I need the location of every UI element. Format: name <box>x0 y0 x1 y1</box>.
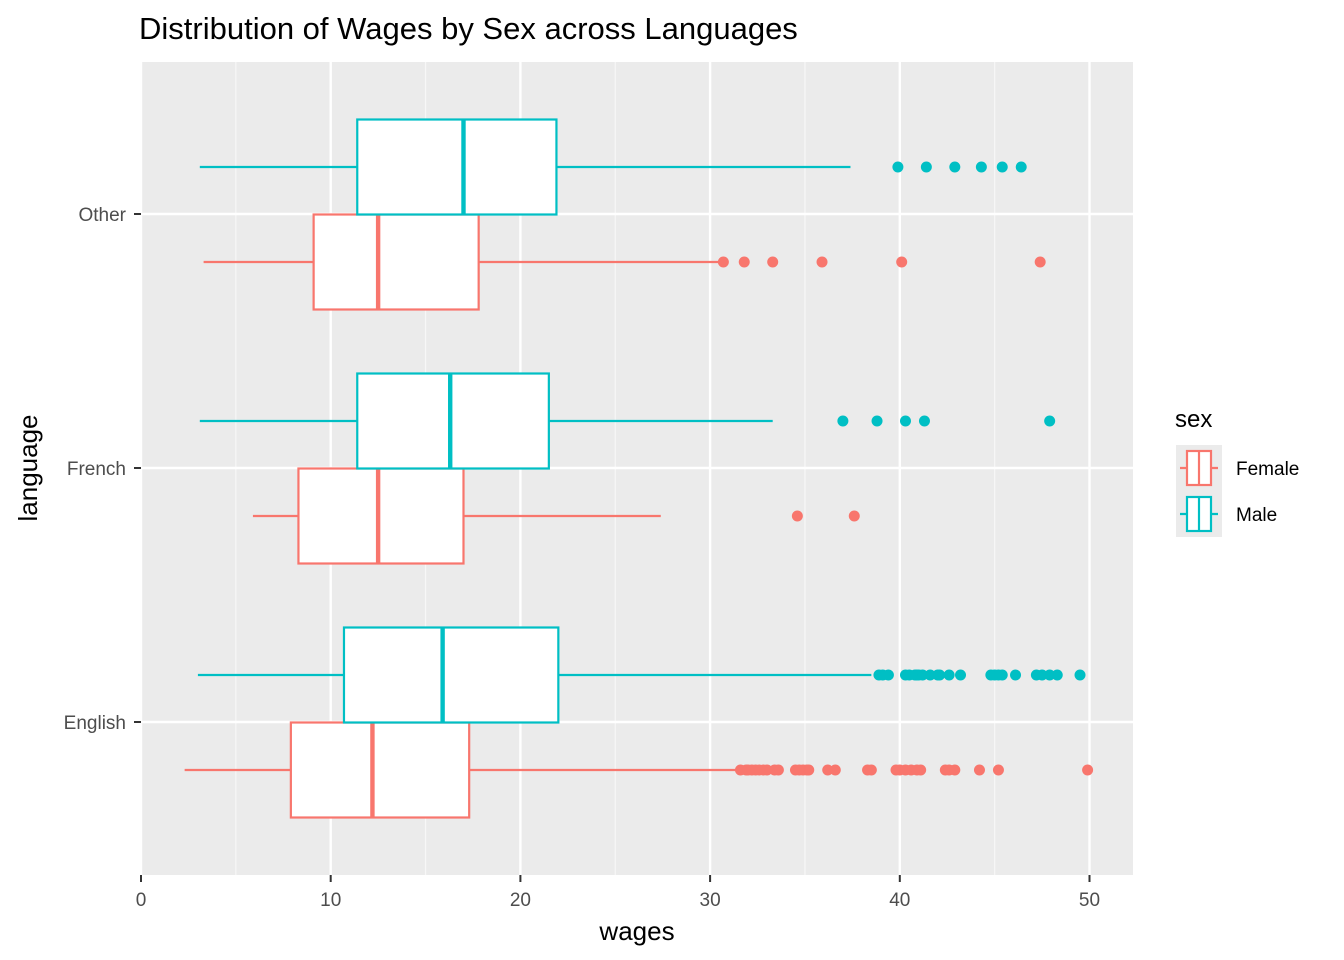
outlier-point <box>917 669 929 681</box>
x-tick-label: 10 <box>320 890 341 911</box>
x-tick-label: 0 <box>136 890 147 911</box>
outlier-point <box>738 256 750 268</box>
outlier-point <box>949 161 961 173</box>
outlier-point <box>767 256 779 268</box>
outlier-point <box>975 161 987 173</box>
outlier-point <box>816 256 828 268</box>
legend-key-female: Female <box>1176 445 1299 491</box>
legend-title: sex <box>1175 406 1212 433</box>
outlier-point <box>915 764 927 776</box>
outlier-point <box>822 764 834 776</box>
outlier-point <box>955 669 967 681</box>
outlier-point <box>1051 669 1063 681</box>
outlier-point <box>1015 161 1027 173</box>
outlier-point <box>1036 669 1048 681</box>
outlier-point <box>865 764 877 776</box>
outlier-point <box>717 256 729 268</box>
x-tick-label: 40 <box>889 890 910 911</box>
outlier-point <box>1044 415 1056 427</box>
outlier-point <box>949 764 961 776</box>
outlier-point <box>996 161 1008 173</box>
box-female-other <box>203 213 1046 311</box>
outlier-point <box>918 415 930 427</box>
chart-title: Distribution of Wages by Sex across Lang… <box>139 11 798 46</box>
x-axis-title: wages <box>598 916 674 946</box>
legend: sex Female Male <box>1175 406 1299 537</box>
x-tick-label: 30 <box>700 890 721 911</box>
box-iqr <box>312 213 480 311</box>
y-axis: English French Other <box>64 205 141 734</box>
box-female-french <box>252 467 860 565</box>
outlier-point <box>772 764 784 776</box>
y-tick-label: English <box>64 713 126 734</box>
outlier-point <box>1082 764 1094 776</box>
outlier-point <box>803 764 815 776</box>
y-tick-label: Other <box>78 205 126 226</box>
outlier-point <box>992 764 1004 776</box>
outlier-point <box>1044 669 1056 681</box>
outlier-point <box>882 669 894 681</box>
legend-label: Male <box>1236 505 1277 526</box>
legend-keys: Female Male <box>1176 445 1299 537</box>
box-iqr <box>342 626 560 724</box>
box-male-english <box>197 626 1086 724</box>
outlier-point <box>761 764 773 776</box>
outlier-point <box>996 669 1008 681</box>
y-axis-title: language <box>13 415 43 522</box>
x-tick-label: 50 <box>1079 890 1100 911</box>
outlier-point <box>899 415 911 427</box>
x-tick-label: 20 <box>510 890 531 911</box>
box-layer <box>184 118 1094 819</box>
x-axis: 0 10 20 30 40 50 <box>136 875 1100 911</box>
legend-key-male: Male <box>1176 491 1277 537</box>
outlier-point <box>848 510 860 522</box>
outlier-point <box>837 415 849 427</box>
outlier-point <box>934 669 946 681</box>
box-iqr <box>297 467 465 565</box>
outlier-point <box>973 764 985 776</box>
legend-label: Female <box>1236 459 1299 480</box>
outlier-point <box>829 764 841 776</box>
outlier-point <box>1074 669 1086 681</box>
y-tick-label: French <box>67 459 126 480</box>
outlier-point <box>791 510 803 522</box>
box-male-french <box>199 372 1056 470</box>
box-iqr <box>289 721 471 819</box>
outlier-point <box>924 669 936 681</box>
outlier-point <box>1034 256 1046 268</box>
outlier-point <box>943 669 955 681</box>
outlier-point <box>1010 669 1022 681</box>
box-iqr <box>356 372 550 470</box>
outlier-point <box>892 161 904 173</box>
outlier-point <box>871 415 883 427</box>
box-male-other <box>199 118 1027 216</box>
outlier-point <box>896 256 908 268</box>
outlier-point <box>920 161 932 173</box>
box-iqr <box>356 118 558 216</box>
